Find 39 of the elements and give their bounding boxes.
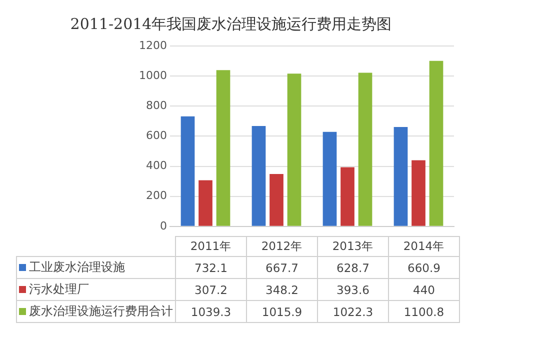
- bar: [340, 167, 354, 226]
- data-label: 440: [388, 278, 460, 300]
- data-label: 1015.9: [246, 300, 318, 322]
- data-label: 348.2: [246, 278, 318, 300]
- bar: [322, 132, 337, 226]
- legend-label: 废水治理设施运行费用合计: [16, 300, 176, 322]
- bar: [252, 126, 266, 226]
- bar: [216, 70, 230, 226]
- data-label: 667.7: [246, 256, 318, 278]
- legend-label: 工业废水治理设施: [16, 256, 176, 278]
- data-label: 1022.3: [318, 300, 388, 322]
- legend-label: 污水处理厂: [16, 278, 176, 300]
- bar: [180, 116, 195, 226]
- y-tick-label: 1200: [139, 38, 167, 52]
- y-tick-label: 200: [146, 189, 167, 202]
- y-tick-label: 1000: [139, 68, 167, 82]
- bar: [394, 127, 408, 226]
- x-tick-label: 2014年: [388, 236, 460, 256]
- y-tick-label: 0: [160, 219, 167, 232]
- bar: [198, 180, 212, 226]
- bar: [358, 72, 372, 226]
- x-tick-label: 2011年: [176, 236, 246, 256]
- data-label: 1100.8: [388, 300, 460, 322]
- bar: [412, 160, 426, 226]
- data-label: 732.1: [176, 256, 246, 278]
- data-label: 660.9: [388, 256, 460, 278]
- x-tick-label: 2013年: [318, 236, 388, 256]
- x-tick-label: 2012年: [246, 236, 318, 256]
- data-label: 307.2: [176, 278, 246, 300]
- data-label: 1039.3: [176, 300, 246, 322]
- chart-title: 2011-2014年我国废水治理设施运行费用走势图: [70, 14, 392, 33]
- data-label: 393.6: [318, 278, 388, 300]
- bar: [270, 174, 284, 226]
- y-tick-label: 600: [146, 129, 167, 142]
- bar: [287, 74, 302, 226]
- bar: [429, 60, 444, 226]
- data-label: 628.7: [318, 256, 388, 278]
- y-tick-label: 400: [146, 159, 167, 172]
- y-tick-label: 800: [146, 98, 167, 112]
